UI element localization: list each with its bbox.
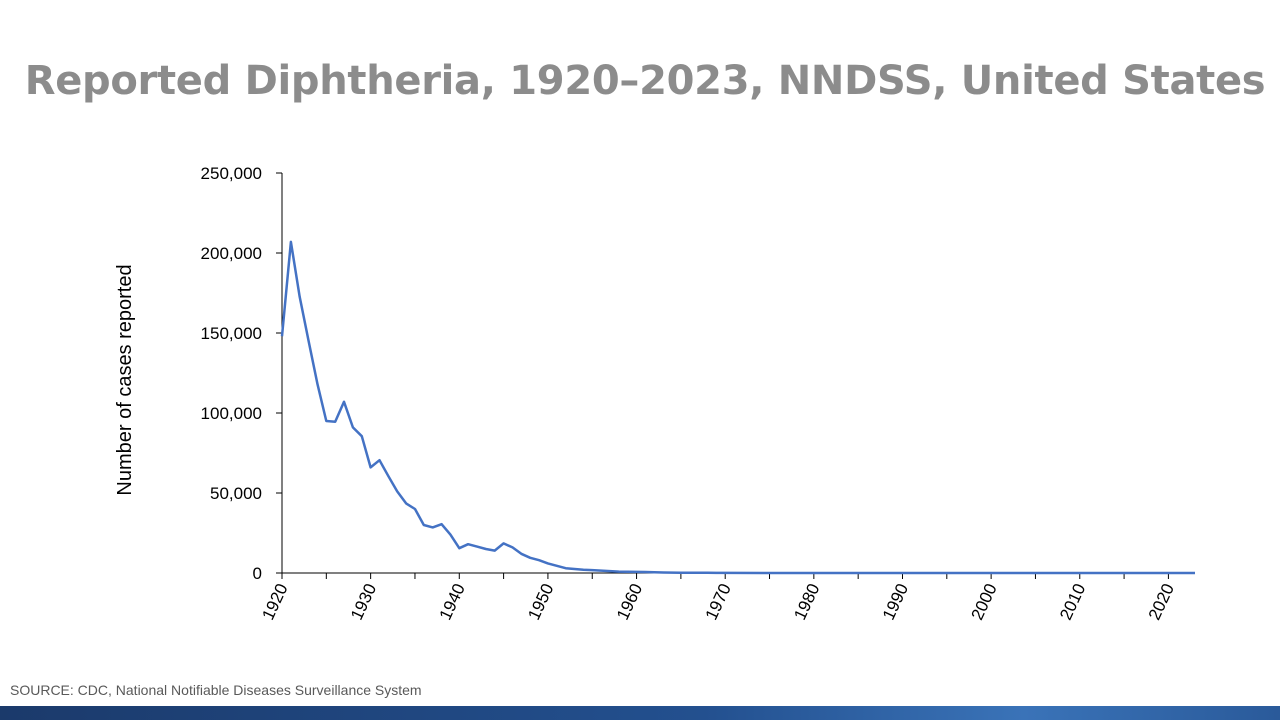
line-chart: 0 50,000 100,000 150,000 200,000 250,000 1920… [114, 164, 1195, 623]
x-tick-label: 1990 [879, 581, 912, 623]
y-axis-label: Number of cases reported [114, 264, 136, 495]
x-tick-label: 1950 [524, 581, 557, 623]
x-tick-label: 2020 [1145, 581, 1178, 623]
x-tick-label: 1980 [790, 581, 823, 623]
y-tick-label: 100,000 [201, 404, 262, 423]
series-group [280, 240, 1195, 575]
y-tick-label: 200,000 [201, 244, 262, 263]
y-tick-label: 150,000 [201, 324, 262, 343]
x-tick-label: 1960 [613, 581, 646, 623]
footer-bar [0, 706, 1280, 720]
y-axis: 0 50,000 100,000 150,000 200,000 250,000 [201, 164, 283, 583]
page-title: Reported Diphtheria, 1920–2023, NNDSS, U… [24, 58, 1266, 104]
x-axis: 1920 1930 1940 1950 1960 1970 1980 1990 2000 2010… [258, 572, 1195, 623]
x-tick-label: 2000 [968, 581, 1001, 623]
x-tick-label: 1940 [436, 581, 469, 623]
series-line [280, 240, 1195, 575]
y-tick-label: 50,000 [210, 484, 262, 503]
source-note: SOURCE: CDC, National Notifiable Disease… [10, 682, 422, 698]
x-tick-label: 2010 [1056, 581, 1089, 623]
x-tick-label: 1970 [702, 581, 735, 623]
y-tick-label: 250,000 [201, 164, 262, 183]
x-tick-label: 1920 [258, 581, 291, 623]
x-tick-label: 1930 [347, 581, 380, 623]
y-tick-label: 0 [253, 564, 262, 583]
